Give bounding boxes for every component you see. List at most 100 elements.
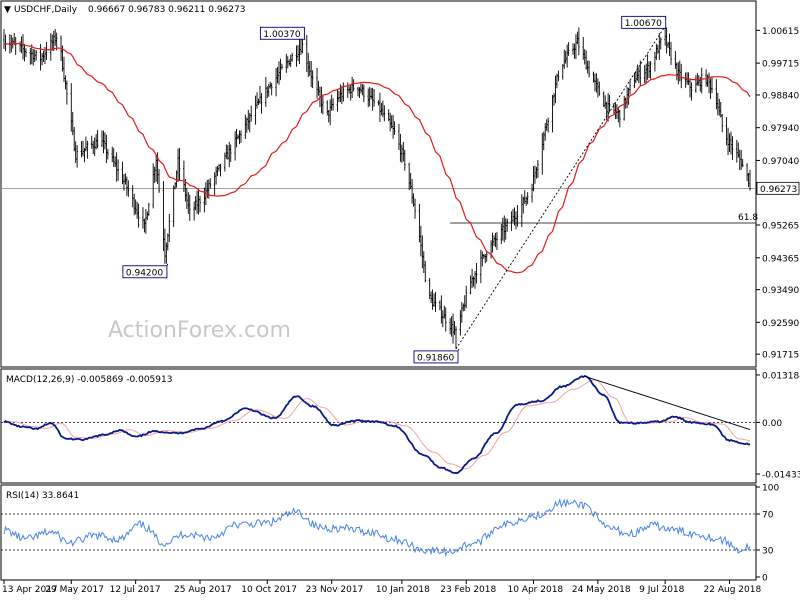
candle <box>305 35 308 73</box>
candle <box>301 39 304 54</box>
candle <box>510 211 513 232</box>
candle <box>346 82 349 98</box>
candle <box>298 38 301 65</box>
candle <box>636 64 639 81</box>
candle <box>90 135 93 149</box>
rsi-tick-label: 100 <box>762 484 779 494</box>
candle <box>711 77 713 94</box>
candle <box>706 74 709 87</box>
candle <box>250 105 253 122</box>
candle <box>697 75 700 87</box>
candle <box>216 165 219 177</box>
candle <box>367 88 370 108</box>
moving-average-line <box>3 42 751 274</box>
candle <box>320 86 323 114</box>
candle <box>594 73 596 92</box>
candle <box>92 141 95 155</box>
candle <box>690 82 693 101</box>
candle <box>164 228 166 264</box>
price-tick-label: 0.93490 <box>762 286 799 296</box>
candle <box>63 56 65 83</box>
candle <box>332 98 334 111</box>
candle <box>401 144 403 163</box>
candle <box>740 150 743 170</box>
candle <box>300 38 302 56</box>
candle <box>279 58 282 81</box>
candle <box>399 133 402 162</box>
candle <box>479 249 482 284</box>
candle <box>695 75 697 93</box>
candle <box>66 80 68 105</box>
candle <box>133 193 136 216</box>
candle <box>80 141 83 158</box>
candle <box>433 293 435 307</box>
candle <box>349 84 352 101</box>
candle <box>136 201 138 219</box>
candle <box>643 65 646 84</box>
candle <box>535 166 538 179</box>
candle <box>115 152 118 182</box>
candle <box>352 79 355 92</box>
candle <box>629 79 631 95</box>
candle <box>728 133 731 152</box>
candle <box>45 42 48 60</box>
candle <box>455 326 457 349</box>
candle <box>206 179 209 199</box>
candle <box>370 87 373 100</box>
candle <box>449 318 451 335</box>
candle <box>32 49 35 66</box>
candle <box>380 102 383 116</box>
candle <box>428 277 431 300</box>
candle <box>746 163 748 182</box>
price-header-arrow[interactable]: ▼ <box>4 5 11 15</box>
annotation-label: 0.91860 <box>417 353 454 363</box>
candle <box>358 87 361 99</box>
candle <box>55 32 58 51</box>
candle <box>618 109 621 128</box>
candle <box>276 66 279 84</box>
candle <box>85 136 87 152</box>
candle <box>244 114 247 139</box>
candle <box>326 100 329 116</box>
candle <box>440 295 443 324</box>
candle <box>551 95 554 133</box>
candle <box>146 211 149 221</box>
price-tick-label: 1.00615 <box>762 27 799 37</box>
candle <box>225 144 228 160</box>
candle <box>117 159 119 181</box>
candle <box>670 41 672 66</box>
candle <box>248 112 251 133</box>
current-price-label: 0.96273 <box>760 185 797 195</box>
date-tick-label: 10 Oct 2017 <box>241 585 297 595</box>
candle <box>291 52 294 62</box>
candle <box>414 198 416 219</box>
candle <box>602 91 605 108</box>
candle <box>209 178 212 189</box>
candle <box>357 86 359 97</box>
candle <box>503 215 506 243</box>
candle <box>556 73 558 89</box>
candle <box>545 119 548 131</box>
candle <box>541 133 544 175</box>
candle <box>188 194 191 221</box>
candle <box>168 214 171 242</box>
candle <box>96 129 99 149</box>
candle <box>654 51 656 72</box>
candle <box>228 141 231 168</box>
candle <box>676 62 678 81</box>
candle <box>730 131 732 155</box>
annotation-box <box>413 350 459 364</box>
candle <box>633 72 636 89</box>
candle <box>74 141 77 163</box>
candle <box>336 89 339 112</box>
candle <box>409 172 412 189</box>
candle <box>310 60 313 88</box>
macd-line <box>3 375 751 474</box>
candle <box>649 61 652 79</box>
macd-trendline <box>584 375 751 431</box>
annotation-label: 1.00370 <box>263 30 300 40</box>
candle <box>516 205 519 227</box>
candle <box>383 105 386 122</box>
candle <box>330 94 333 111</box>
candle <box>317 80 320 96</box>
